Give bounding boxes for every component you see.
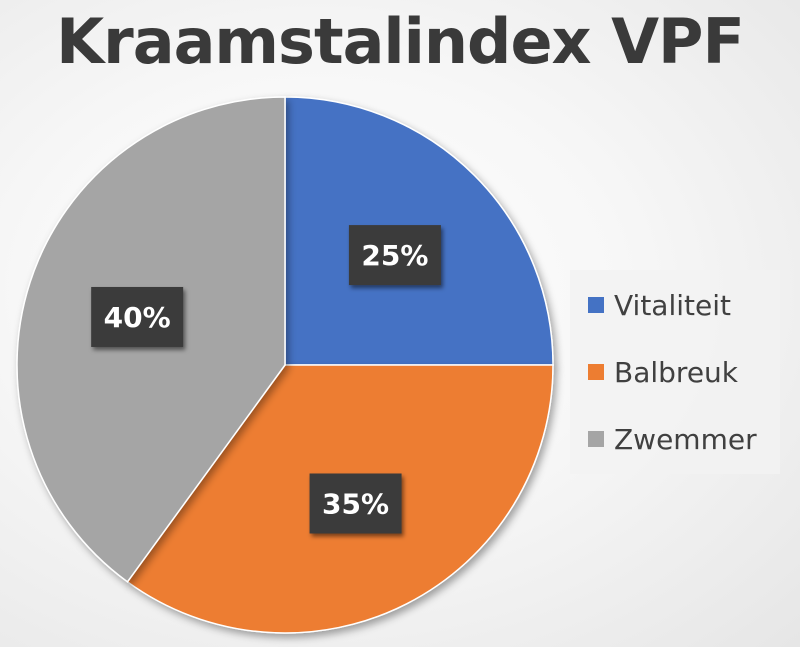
data-label-zwemmer: 40% — [91, 286, 184, 347]
data-label-box-vitaliteit — [348, 225, 441, 286]
data-label-text-zwemmer: 40% — [104, 301, 171, 334]
legend-swatch-zwemmer — [588, 431, 604, 447]
legend-item-vitaliteit[interactable]: Vitaliteit — [588, 285, 731, 325]
legend: Vitaliteit Balbreuk Zwemmer — [570, 270, 780, 474]
legend-item-balbreuk[interactable]: Balbreuk — [588, 352, 738, 392]
data-label-text-vitaliteit: 25% — [361, 239, 428, 272]
data-label-vitaliteit: 25% — [348, 225, 441, 286]
data-label-box-zwemmer — [91, 286, 184, 347]
chart-title: Kraamstalindex VPF — [56, 5, 745, 78]
legend-label-zwemmer: Zwemmer — [614, 422, 757, 456]
legend-swatch-balbreuk — [588, 364, 604, 380]
data-label-text-balbreuk: 35% — [322, 487, 389, 520]
legend-label-vitaliteit: Vitaliteit — [614, 288, 731, 322]
legend-swatch-vitaliteit — [588, 297, 604, 313]
legend-item-zwemmer[interactable]: Zwemmer — [588, 419, 757, 459]
data-label-box-balbreuk — [309, 473, 402, 534]
pie-data-labels: 25% 35% 40% — [91, 225, 441, 534]
pie-slices — [16, 96, 554, 634]
legend-label-balbreuk: Balbreuk — [614, 355, 739, 389]
data-label-balbreuk: 35% — [309, 473, 402, 534]
